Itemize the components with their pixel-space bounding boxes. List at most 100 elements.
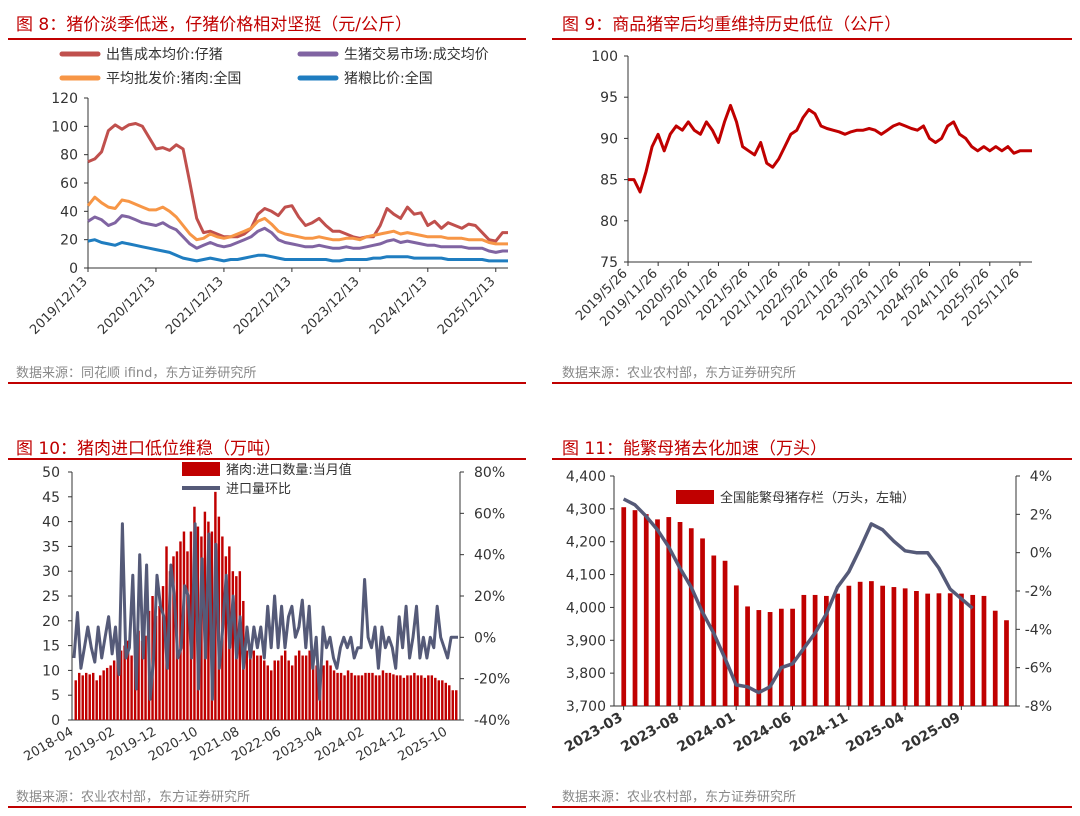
bar <box>172 556 175 720</box>
source-note: 数据来源：同花顺 ifind，东方证券研究所 <box>16 366 257 381</box>
bar <box>621 507 627 706</box>
bar <box>276 660 280 720</box>
bar <box>364 672 367 720</box>
series-line <box>72 522 458 701</box>
bar <box>655 519 660 706</box>
y-tick-label-right: 0% <box>474 630 496 646</box>
series-line <box>622 497 974 695</box>
bar <box>91 672 95 720</box>
bar <box>238 571 242 720</box>
bar <box>778 608 784 706</box>
bar <box>378 675 381 720</box>
bar <box>846 585 852 706</box>
bar <box>245 650 249 720</box>
y-tick-label-right: 0% <box>1030 546 1052 562</box>
y-tick-label: 20 <box>60 233 78 249</box>
bar <box>756 610 762 706</box>
bar <box>767 612 773 706</box>
x-tick-label: 2025-04 <box>843 709 907 755</box>
bar <box>981 595 987 706</box>
bar <box>700 538 705 706</box>
y-tick-label-right: -8% <box>1025 699 1052 715</box>
bar <box>78 672 81 720</box>
bar <box>409 675 413 720</box>
bar <box>325 660 329 720</box>
legend-label: 平均批发价:猪肉:全国 <box>106 70 241 87</box>
bar <box>116 655 119 720</box>
bottom-rule <box>8 806 526 808</box>
bar <box>112 660 116 720</box>
chart-svg: 0 20 40 60 80 100 120 2019/12/13 2020/12/13 2021/… <box>27 46 508 338</box>
chart-title: 图 9：商品猪宰后均重维持历史低位（公斤） <box>562 15 902 35</box>
x-tick-label: 2024-06 <box>731 710 795 756</box>
bar <box>455 690 458 720</box>
y-tick-label-right: 40% <box>474 548 505 564</box>
legend-label: 猪粮比价:全国 <box>344 70 433 87</box>
bottom-rule <box>552 382 1072 384</box>
y-tick-label: 20 <box>42 614 60 630</box>
series-line <box>87 238 508 263</box>
y-tick-label: 35 <box>42 539 60 555</box>
bar <box>109 665 112 720</box>
bottom-rule <box>8 382 526 384</box>
bar <box>385 672 388 720</box>
x-tick-label: 2025-09 <box>900 710 964 756</box>
chart-svg: 3,700 3,800 3,900 4,000 4,100 4,200 4,300 4,400… <box>562 469 1052 756</box>
chart-title: 图 11：能繁母猪去化加速（万头） <box>562 439 828 459</box>
legend-label: 出售成本均价:仔猪 <box>106 47 223 63</box>
bar <box>322 665 325 720</box>
y-tick-label-right: 4% <box>1030 469 1052 485</box>
x-tick-label: 2024/12/13 <box>367 274 431 338</box>
x-tick-label: 2020/12/13 <box>95 274 159 338</box>
y-tick-label-right: 20% <box>474 589 505 605</box>
bar <box>98 675 102 720</box>
bar <box>290 665 294 720</box>
bar <box>256 655 259 720</box>
bar <box>350 672 353 720</box>
bar <box>812 594 818 706</box>
series-line <box>628 103 1032 194</box>
bar <box>392 674 395 720</box>
bar <box>140 640 144 720</box>
y-tick-label-right: 80% <box>474 465 505 481</box>
y-tick-label-right: -2% <box>1025 584 1052 600</box>
y-tick-label: 4,300 <box>566 502 606 518</box>
bar <box>824 595 829 706</box>
bar <box>193 506 196 720</box>
bar <box>102 670 105 720</box>
bar <box>186 551 189 720</box>
y-tick-label: 4,200 <box>566 535 606 551</box>
bar <box>959 593 964 706</box>
x-tick-label: 2023-08 <box>618 710 682 756</box>
bar <box>381 670 385 720</box>
bar <box>437 680 441 720</box>
title-rule <box>552 38 1072 40</box>
bar <box>137 630 140 720</box>
series-line <box>86 195 508 246</box>
bar <box>423 677 427 720</box>
chart-svg: 75808590951002019/5/262019/11/262020/5/2… <box>573 49 1032 330</box>
chart-title: 图 10：猪肉进口低位维稳（万吨） <box>16 439 282 459</box>
bar <box>343 675 346 720</box>
x-tick-label: 2019/12/13 <box>27 274 91 338</box>
series-line <box>87 214 508 254</box>
bar <box>666 517 672 706</box>
bar <box>84 672 88 720</box>
y-tick-label: 30 <box>42 564 60 580</box>
bar <box>249 655 252 720</box>
bar <box>733 585 739 706</box>
bar <box>360 675 364 720</box>
y-tick-label: 40 <box>60 204 78 220</box>
bar <box>74 680 77 720</box>
y-tick-label-right: -40% <box>474 713 510 729</box>
y-tick-label-right: 60% <box>474 506 505 522</box>
bar <box>880 585 886 706</box>
chart-panel-fig10: 图 10：猪肉进口低位维稳（万吨） 0 5 10 15 20 25 30 35 40 45 50 -4… <box>0 408 540 816</box>
bar <box>677 522 683 706</box>
y-tick-label: 3,700 <box>566 699 606 715</box>
title-rule <box>8 38 526 40</box>
bar <box>252 650 256 720</box>
bar <box>416 675 420 720</box>
y-tick-label: 85 <box>600 173 618 189</box>
bar <box>745 606 750 706</box>
